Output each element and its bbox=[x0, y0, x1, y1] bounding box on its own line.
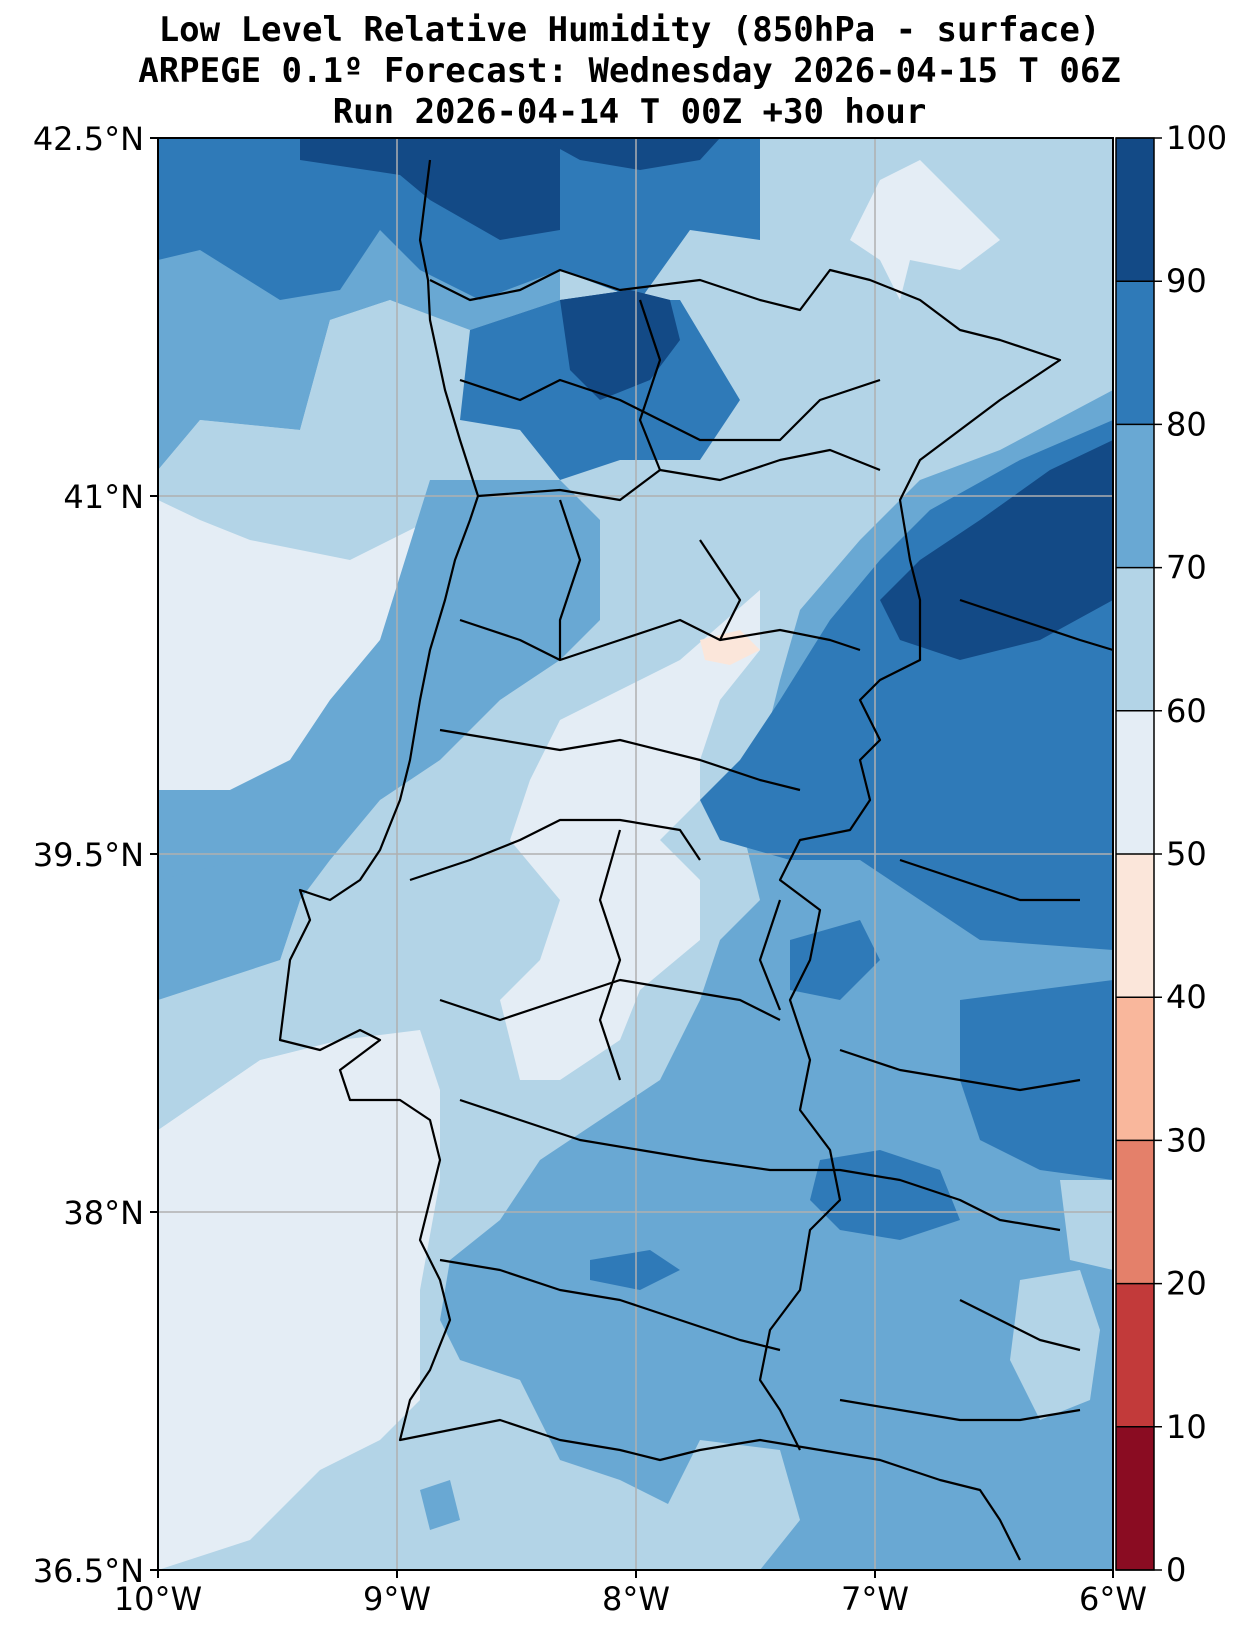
colorbar-label-90: 90 bbox=[1166, 262, 1207, 300]
colorbar-label-80: 80 bbox=[1166, 405, 1207, 443]
lat-label-42-5: 42.5°N bbox=[33, 120, 144, 158]
lat-label-41: 41°N bbox=[63, 478, 144, 516]
field-80-90-north bbox=[158, 138, 760, 300]
lat-label-39-5: 39.5°N bbox=[33, 836, 144, 874]
colorbar-label-10: 10 bbox=[1166, 1408, 1207, 1446]
graticule bbox=[158, 138, 1113, 1570]
colorbar-label-100: 100 bbox=[1166, 119, 1227, 157]
field-50-60-northeast bbox=[850, 160, 1000, 300]
field-60-70-southwest bbox=[158, 960, 340, 1130]
colorbar-segment-60-70 bbox=[1116, 567, 1154, 712]
lon-label-9w: 9°W bbox=[363, 1580, 431, 1618]
colorbar-segment-30-40 bbox=[1116, 997, 1154, 1141]
field-50-60-center bbox=[500, 590, 760, 1080]
colorbar-segment-40-50 bbox=[1116, 854, 1154, 998]
humidity-field bbox=[158, 138, 1113, 1570]
colorbar-segment-90-100 bbox=[1116, 138, 1154, 282]
field-90-100-north bbox=[300, 138, 560, 240]
field-90-100-east bbox=[880, 440, 1113, 660]
colorbar-segment-0-10 bbox=[1116, 1426, 1154, 1571]
colorbar-label-40: 40 bbox=[1166, 978, 1207, 1016]
lat-label-36-5: 36.5°N bbox=[33, 1552, 144, 1590]
colorbar-label-70: 70 bbox=[1166, 549, 1207, 587]
axis-ticks bbox=[150, 137, 1114, 1578]
colorbar-segment-70-80 bbox=[1116, 424, 1154, 569]
title-line-1: Low Level Relative Humidity (850hPa - su… bbox=[158, 10, 1101, 50]
field-80-90-patch-a bbox=[790, 920, 880, 1000]
colorbar-label-0: 0 bbox=[1166, 1551, 1186, 1589]
lon-label-10w: 10°W bbox=[114, 1580, 202, 1618]
title-line-3: Run 2026-04-14 T 00Z +30 hour bbox=[332, 92, 927, 132]
colorbar-frame bbox=[1115, 137, 1155, 1571]
colorbar-segment-20-30 bbox=[1116, 1140, 1154, 1285]
field-90-100-minho-core bbox=[560, 290, 680, 400]
colorbar-segment-50-60 bbox=[1116, 710, 1154, 855]
colorbar-label-30: 30 bbox=[1166, 1121, 1207, 1159]
lon-label-6w: 6°W bbox=[1079, 1580, 1147, 1618]
field-60-70-southeast-b bbox=[1060, 1180, 1113, 1270]
colorbar-segment-10-20 bbox=[1116, 1283, 1154, 1428]
field-70-80-south-patch bbox=[420, 1480, 460, 1530]
borders bbox=[278, 159, 1113, 1561]
field-50-60-southwest bbox=[158, 1030, 440, 1570]
field-80-90-patch-c bbox=[590, 1250, 680, 1290]
field-50-60-west bbox=[158, 500, 430, 790]
title-line-2: ARPEGE 0.1º Forecast: Wednesday 2026-04-… bbox=[138, 51, 1121, 91]
colorbar-label-50: 50 bbox=[1166, 835, 1207, 873]
colorbar-label-20: 20 bbox=[1166, 1265, 1207, 1303]
lon-label-7w: 7°W bbox=[841, 1580, 909, 1618]
colorbar: 0 10 20 30 40 50 60 70 80 90 100 bbox=[1115, 119, 1227, 1589]
field-60-70-south-a bbox=[660, 1440, 800, 1570]
field-60-70-southeast bbox=[1010, 1270, 1100, 1420]
field-70-80-coast-b bbox=[158, 860, 300, 1000]
field-90-100-north-b bbox=[540, 138, 720, 170]
field-40-50-center bbox=[700, 630, 760, 665]
lat-label-38: 38°N bbox=[63, 1194, 144, 1232]
field-80-90-southeast bbox=[960, 980, 1113, 1180]
colorbar-label-60: 60 bbox=[1166, 692, 1207, 730]
lon-label-8w: 8°W bbox=[602, 1580, 670, 1618]
field-80-90-patch-b bbox=[810, 1150, 960, 1240]
colorbar-segment-80-90 bbox=[1116, 281, 1154, 425]
